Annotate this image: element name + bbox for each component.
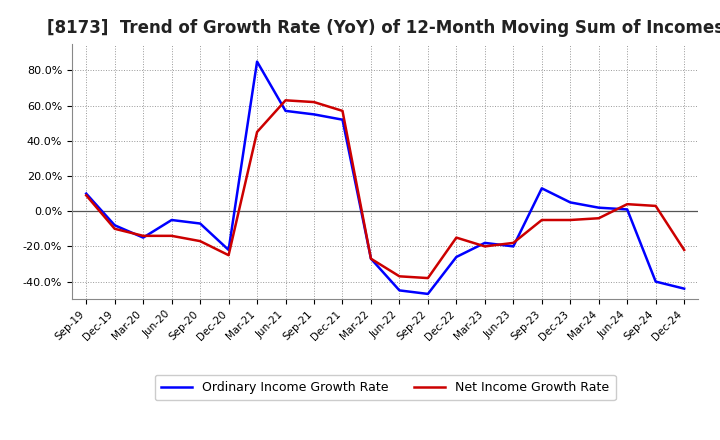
Net Income Growth Rate — [652, 203, 660, 209]
Ordinary Income Growth Rate — [196, 221, 204, 226]
Net Income Growth Rate — [480, 244, 489, 249]
Line: Net Income Growth Rate: Net Income Growth Rate — [86, 100, 684, 278]
Ordinary Income Growth Rate — [253, 59, 261, 64]
Net Income Growth Rate — [366, 256, 375, 261]
Ordinary Income Growth Rate — [110, 223, 119, 228]
Ordinary Income Growth Rate — [452, 254, 461, 260]
Ordinary Income Growth Rate — [423, 291, 432, 297]
Net Income Growth Rate — [395, 274, 404, 279]
Line: Ordinary Income Growth Rate: Ordinary Income Growth Rate — [86, 62, 684, 294]
Net Income Growth Rate — [253, 129, 261, 135]
Net Income Growth Rate — [139, 233, 148, 238]
Ordinary Income Growth Rate — [225, 247, 233, 253]
Ordinary Income Growth Rate — [366, 256, 375, 261]
Ordinary Income Growth Rate — [282, 108, 290, 114]
Ordinary Income Growth Rate — [595, 205, 603, 210]
Ordinary Income Growth Rate — [338, 117, 347, 122]
Net Income Growth Rate — [310, 99, 318, 105]
Ordinary Income Growth Rate — [566, 200, 575, 205]
Ordinary Income Growth Rate — [480, 240, 489, 246]
Net Income Growth Rate — [196, 238, 204, 244]
Net Income Growth Rate — [225, 253, 233, 258]
Net Income Growth Rate — [423, 275, 432, 281]
Net Income Growth Rate — [338, 108, 347, 114]
Net Income Growth Rate — [452, 235, 461, 240]
Net Income Growth Rate — [595, 216, 603, 221]
Net Income Growth Rate — [509, 240, 518, 246]
Ordinary Income Growth Rate — [310, 112, 318, 117]
Ordinary Income Growth Rate — [82, 191, 91, 196]
Ordinary Income Growth Rate — [680, 286, 688, 291]
Ordinary Income Growth Rate — [167, 217, 176, 223]
Net Income Growth Rate — [566, 217, 575, 223]
Ordinary Income Growth Rate — [623, 207, 631, 212]
Net Income Growth Rate — [680, 247, 688, 253]
Ordinary Income Growth Rate — [395, 288, 404, 293]
Net Income Growth Rate — [282, 98, 290, 103]
Title: [8173]  Trend of Growth Rate (YoY) of 12-Month Moving Sum of Incomes: [8173] Trend of Growth Rate (YoY) of 12-… — [47, 19, 720, 37]
Ordinary Income Growth Rate — [509, 244, 518, 249]
Ordinary Income Growth Rate — [537, 186, 546, 191]
Ordinary Income Growth Rate — [652, 279, 660, 284]
Legend: Ordinary Income Growth Rate, Net Income Growth Rate: Ordinary Income Growth Rate, Net Income … — [155, 374, 616, 400]
Net Income Growth Rate — [110, 226, 119, 231]
Net Income Growth Rate — [167, 233, 176, 238]
Net Income Growth Rate — [82, 193, 91, 198]
Net Income Growth Rate — [623, 202, 631, 207]
Ordinary Income Growth Rate — [139, 235, 148, 240]
Net Income Growth Rate — [537, 217, 546, 223]
